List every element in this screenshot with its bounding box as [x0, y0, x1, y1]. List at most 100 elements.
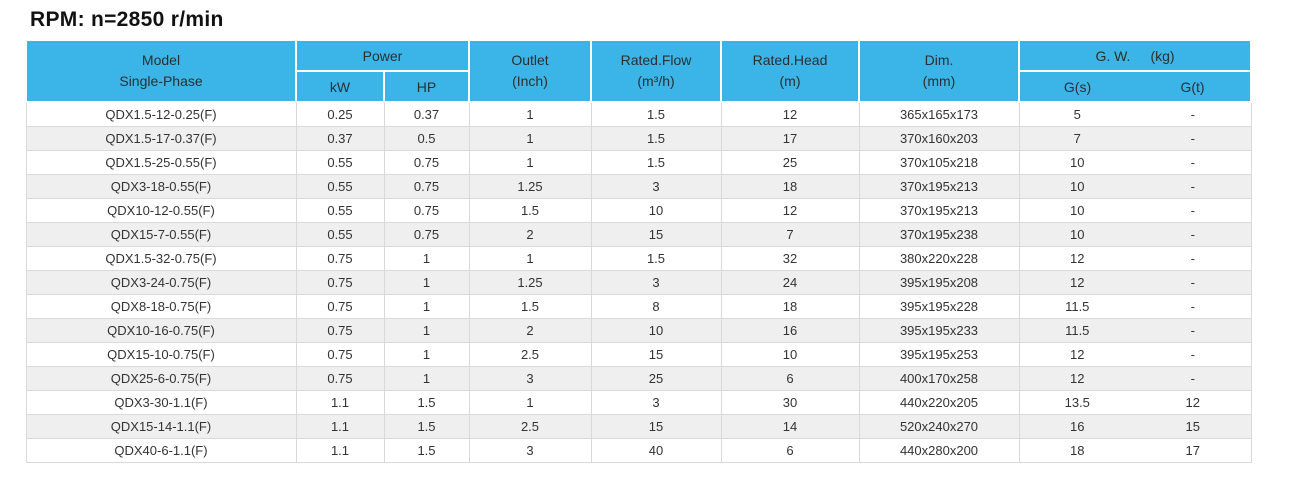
table-row: QDX1.5-12-0.25(F) 0.25 0.37 1 1.5 12 365x165x1…: [25, 101, 1252, 127]
cell-dim: 380x220x228: [858, 245, 1020, 271]
cell-gt: 17: [1135, 437, 1252, 463]
cell-gt: 12: [1135, 389, 1252, 415]
cell-dim: 395x195x228: [858, 293, 1020, 319]
cell-model: QDX8-18-0.75(F): [25, 293, 297, 319]
cell-outlet: 2: [468, 221, 592, 247]
header-gw-unit: (kg): [1150, 47, 1175, 64]
cell-flow: 15: [590, 413, 722, 439]
cell-outlet: 2.5: [468, 341, 592, 367]
cell-head: 6: [720, 365, 860, 391]
table-body: QDX1.5-12-0.25(F) 0.25 0.37 1 1.5 12 365x165x1…: [25, 101, 1252, 463]
cell-head: 12: [720, 197, 860, 223]
cell-head: 14: [720, 413, 860, 439]
table-row: QDX15-10-0.75(F) 0.75 1 2.5 15 10 395x195x253 1…: [25, 341, 1252, 367]
cell-dim: 395x195x208: [858, 269, 1020, 295]
cell-gs: 10: [1018, 149, 1135, 175]
header-head-line1: Rated.Head: [752, 52, 828, 69]
cell-model: QDX25-6-0.75(F): [25, 365, 297, 391]
cell-model: QDX15-10-0.75(F): [25, 341, 297, 367]
cell-flow: 1.5: [590, 125, 722, 151]
cell-kw: 0.75: [295, 245, 385, 271]
cell-hp: 1: [383, 317, 470, 343]
cell-hp: 1.5: [383, 413, 470, 439]
cell-gs: 10: [1018, 197, 1135, 223]
table-row: QDX1.5-32-0.75(F) 0.75 1 1 1.5 32 380x220x228 1…: [25, 245, 1252, 271]
table-row: QDX8-18-0.75(F) 0.75 1 1.5 8 18 395x195x228 11.…: [25, 293, 1252, 319]
cell-outlet: 3: [468, 437, 592, 463]
cell-kw: 1.1: [295, 389, 385, 415]
cell-dim: 440x220x205: [858, 389, 1020, 415]
table-row: QDX10-16-0.75(F) 0.75 1 2 10 16 395x195x233 11.…: [25, 317, 1252, 343]
cell-gs: 13.5: [1018, 389, 1135, 415]
cell-flow: 40: [590, 437, 722, 463]
table-row: QDX3-24-0.75(F) 0.75 1 1.25 3 24 395x195x208 12…: [25, 269, 1252, 295]
cell-gt: -: [1135, 317, 1252, 343]
cell-outlet: 2.5: [468, 413, 592, 439]
cell-head: 30: [720, 389, 860, 415]
cell-outlet: 2: [468, 317, 592, 343]
cell-flow: 15: [590, 341, 722, 367]
cell-flow: 3: [590, 389, 722, 415]
cell-head: 17: [720, 125, 860, 151]
cell-gs: 5: [1018, 101, 1135, 127]
cell-gt: -: [1135, 365, 1252, 391]
cell-flow: 3: [590, 173, 722, 199]
cell-hp: 0.37: [383, 101, 470, 127]
cell-kw: 1.1: [295, 413, 385, 439]
cell-model: QDX15-7-0.55(F): [25, 221, 297, 247]
cell-outlet: 1.5: [468, 197, 592, 223]
cell-dim: 440x280x200: [858, 437, 1020, 463]
cell-dim: 520x240x270: [858, 413, 1020, 439]
header-cell-gw: G. W. (kg): [1018, 39, 1252, 72]
cell-dim: 370x195x213: [858, 173, 1020, 199]
cell-gs: 16: [1018, 413, 1135, 439]
cell-outlet: 1: [468, 149, 592, 175]
cell-flow: 1.5: [590, 101, 722, 127]
header-cell-model: Model Single-Phase: [25, 39, 297, 103]
cell-gs: 12: [1018, 269, 1135, 295]
header-flow-line2: (m³/h): [637, 72, 675, 89]
cell-head: 16: [720, 317, 860, 343]
header-flow-line1: Rated.Flow: [620, 52, 692, 69]
cell-head: 6: [720, 437, 860, 463]
cell-gs: 10: [1018, 221, 1135, 247]
cell-head: 12: [720, 101, 860, 127]
cell-dim: 370x195x238: [858, 221, 1020, 247]
cell-hp: 1.5: [383, 389, 470, 415]
header-cell-dim: Dim. (mm): [858, 39, 1020, 103]
table-header: Model Single-Phase Power Outlet (Inch) R…: [25, 39, 1252, 103]
cell-gt: -: [1135, 101, 1252, 127]
table-row: QDX15-14-1.1(F) 1.1 1.5 2.5 15 14 520x240x270 1…: [25, 413, 1252, 439]
header-outlet-line1: Outlet: [511, 52, 549, 69]
cell-gt: -: [1135, 221, 1252, 247]
table-row: QDX25-6-0.75(F) 0.75 1 3 25 6 400x170x258 12-: [25, 365, 1252, 391]
cell-kw: 0.75: [295, 293, 385, 319]
cell-gt: -: [1135, 293, 1252, 319]
page-title: RPM: n=2850 r/min: [30, 8, 224, 31]
table-row: QDX3-30-1.1(F) 1.1 1.5 1 3 30 440x220x205 13.5 1…: [25, 389, 1252, 415]
cell-dim: 400x170x258: [858, 365, 1020, 391]
cell-hp: 1: [383, 293, 470, 319]
cell-model: QDX15-14-1.1(F): [25, 413, 297, 439]
cell-kw: 0.55: [295, 221, 385, 247]
cell-flow: 25: [590, 365, 722, 391]
cell-flow: 15: [590, 221, 722, 247]
cell-gs: 11.5: [1018, 293, 1135, 319]
header-dim-line1: Dim.: [924, 52, 954, 69]
cell-head: 18: [720, 173, 860, 199]
cell-model: QDX10-12-0.55(F): [25, 197, 297, 223]
cell-model: QDX3-24-0.75(F): [25, 269, 297, 295]
cell-hp: 1: [383, 365, 470, 391]
header-dim-line2: (mm): [922, 72, 956, 89]
cell-flow: 8: [590, 293, 722, 319]
cell-outlet: 1.5: [468, 293, 592, 319]
cell-dim: 370x195x213: [858, 197, 1020, 223]
cell-hp: 0.75: [383, 221, 470, 247]
header-cell-gs: G(s): [1018, 70, 1135, 103]
cell-kw: 0.55: [295, 197, 385, 223]
cell-flow: 1.5: [590, 149, 722, 175]
cell-gt: -: [1135, 173, 1252, 199]
header-gw-label: G. W.: [1095, 47, 1131, 64]
cell-model: QDX3-18-0.55(F): [25, 173, 297, 199]
